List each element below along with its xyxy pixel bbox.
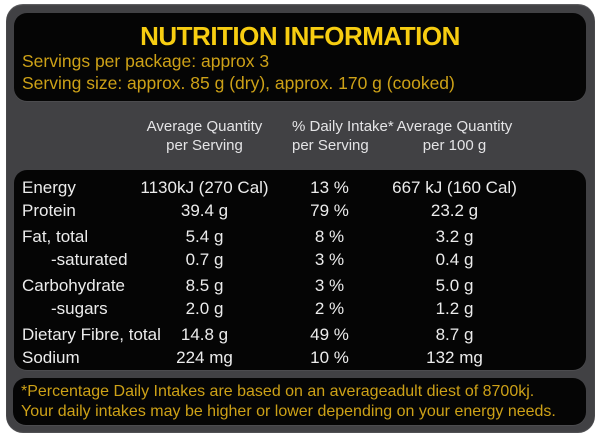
servings-per-package: Servings per package: approx 3 [22, 51, 270, 71]
column-header-line: per 100 g [422, 136, 487, 154]
value-per-serving: 0.7 g [185, 250, 224, 269]
value-per-100g: 5.0 g [435, 276, 474, 295]
table-row: Carbohydrate 8.5 g 3 % 5.0 g [22, 274, 586, 297]
column-header-line: % Daily Intake* [292, 117, 394, 135]
nutrition-panel: NUTRITION INFORMATION Servings per packa… [6, 4, 595, 433]
table-row: -saturated 0.7 g 3 % 0.4 g [22, 248, 586, 271]
value-per-serving: 14.8 g [180, 325, 229, 344]
value-per-serving: 1130kJ (270 Cal) [140, 178, 269, 197]
serving-size: Serving size: approx. 85 g (dry), approx… [22, 73, 455, 93]
value-daily-intake: 8 % [314, 227, 345, 246]
table-row: Energy 1130kJ (270 Cal) 13 % 667 kJ (160 Ca… [22, 176, 586, 199]
row-label: Sodium [22, 348, 80, 367]
value-daily-intake: 79 % [310, 201, 349, 220]
footnote-box: *Percentage Daily Intakes are based on a… [13, 378, 586, 425]
value-per-100g: 23.2 g [430, 201, 479, 220]
table-row: Protein 39.4 g 79 % 23.2 g [22, 199, 586, 222]
column-header-line: per Serving [166, 136, 243, 154]
value-per-100g: 132 mg [426, 348, 483, 367]
value-daily-intake: 3 % [314, 276, 345, 295]
value-daily-intake: 3 % [314, 250, 345, 269]
row-label: -saturated [51, 250, 128, 269]
footnote-line-1: *Percentage Daily Intakes are based on a… [21, 383, 535, 400]
table-row: Sodium 224 mg 10 % 132 mg [22, 346, 586, 369]
table-row: -sugars 2.0 g 2 % 1.2 g [22, 297, 586, 320]
value-per-100g: 667 kJ (160 Cal) [392, 178, 517, 197]
value-per-100g: 8.7 g [435, 325, 474, 344]
row-label: Carbohydrate [22, 276, 126, 295]
value-per-serving: 5.4 g [185, 227, 224, 246]
header-box: NUTRITION INFORMATION Servings per packa… [14, 13, 586, 101]
value-per-100g: 3.2 g [435, 227, 474, 246]
column-header-line: Average Quantity [396, 117, 513, 135]
column-headers: Average Quantity per Serving % Daily Int… [22, 101, 586, 170]
row-label: Fat, total [22, 227, 89, 246]
column-header-per-100g: Average Quantity per 100 g [367, 117, 542, 155]
value-daily-intake: 10 % [310, 348, 349, 367]
nutrition-table: Energy 1130kJ (270 Cal) 13 % 667 kJ (160 Ca… [14, 170, 586, 370]
table-row: Fat, total 5.4 g 8 % 3.2 g [22, 225, 586, 248]
value-daily-intake: 13 % [310, 178, 349, 197]
row-label: -sugars [51, 299, 108, 318]
row-label: Protein [22, 201, 76, 220]
value-per-100g: 1.2 g [435, 299, 474, 318]
column-header-line: per Serving [292, 136, 369, 154]
column-header-per-serving: Average Quantity per Serving [117, 117, 292, 155]
row-label: Dietary Fibre, total [22, 325, 161, 344]
row-label: Energy [22, 178, 76, 197]
column-header-spacer [22, 117, 117, 155]
footnote-line-2: Your daily intakes may be higher or lowe… [21, 403, 556, 420]
column-header-daily-intake: % Daily Intake* per Serving [292, 117, 394, 155]
nutrition-rows: Energy 1130kJ (270 Cal) 13 % 667 kJ (160 Ca… [22, 176, 586, 369]
panel-title: NUTRITION INFORMATION [140, 21, 460, 51]
value-per-serving: 8.5 g [185, 276, 224, 295]
column-header-line: Average Quantity [146, 117, 263, 135]
value-daily-intake: 2 % [314, 299, 345, 318]
table-row: Dietary Fibre, total 14.8 g 49 % 8.7 g [22, 323, 586, 346]
value-per-100g: 0.4 g [435, 250, 474, 269]
value-daily-intake: 49 % [310, 325, 349, 344]
value-per-serving: 2.0 g [185, 299, 224, 318]
value-per-serving: 224 mg [176, 348, 233, 367]
value-per-serving: 39.4 g [180, 201, 229, 220]
